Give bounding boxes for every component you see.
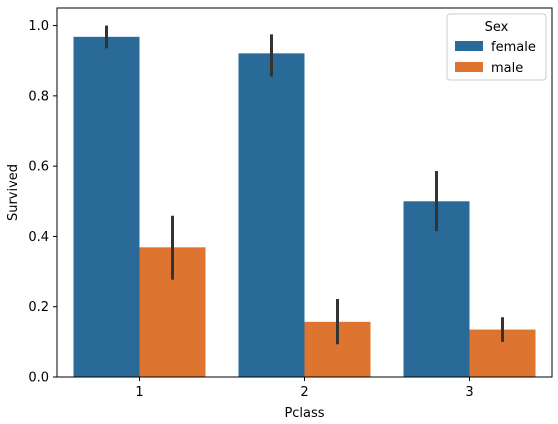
x-tick-label: 1 <box>135 385 143 400</box>
legend-swatch-female <box>455 41 483 51</box>
x-tick-label: 2 <box>300 385 308 400</box>
y-axis-label: Survived <box>6 164 21 221</box>
x-axis: 1 2 3 <box>135 377 474 400</box>
bars-layer <box>73 36 536 378</box>
legend-label-female: female <box>491 40 536 55</box>
bar-female-class-1 <box>73 36 140 378</box>
y-tick-label: 0.0 <box>28 371 49 386</box>
legend-swatch-male <box>455 62 483 72</box>
y-axis: 0.0 0.2 0.4 0.6 0.8 1.0 <box>28 19 57 386</box>
y-tick-label: 0.6 <box>28 160 49 175</box>
legend-label-male: male <box>491 61 523 76</box>
bar-female-class-2 <box>238 53 305 377</box>
error-bars-layer <box>105 25 504 345</box>
legend: Sex female male <box>446 13 547 81</box>
y-tick-label: 0.2 <box>28 300 49 315</box>
x-axis-label: Pclass <box>284 406 324 421</box>
x-tick-label: 3 <box>465 385 473 400</box>
legend-entries: female male <box>455 40 536 76</box>
legend-title: Sex <box>485 20 509 35</box>
y-tick-label: 0.4 <box>28 230 49 245</box>
y-tick-label: 0.8 <box>28 89 49 104</box>
y-tick-label: 1.0 <box>28 19 49 34</box>
